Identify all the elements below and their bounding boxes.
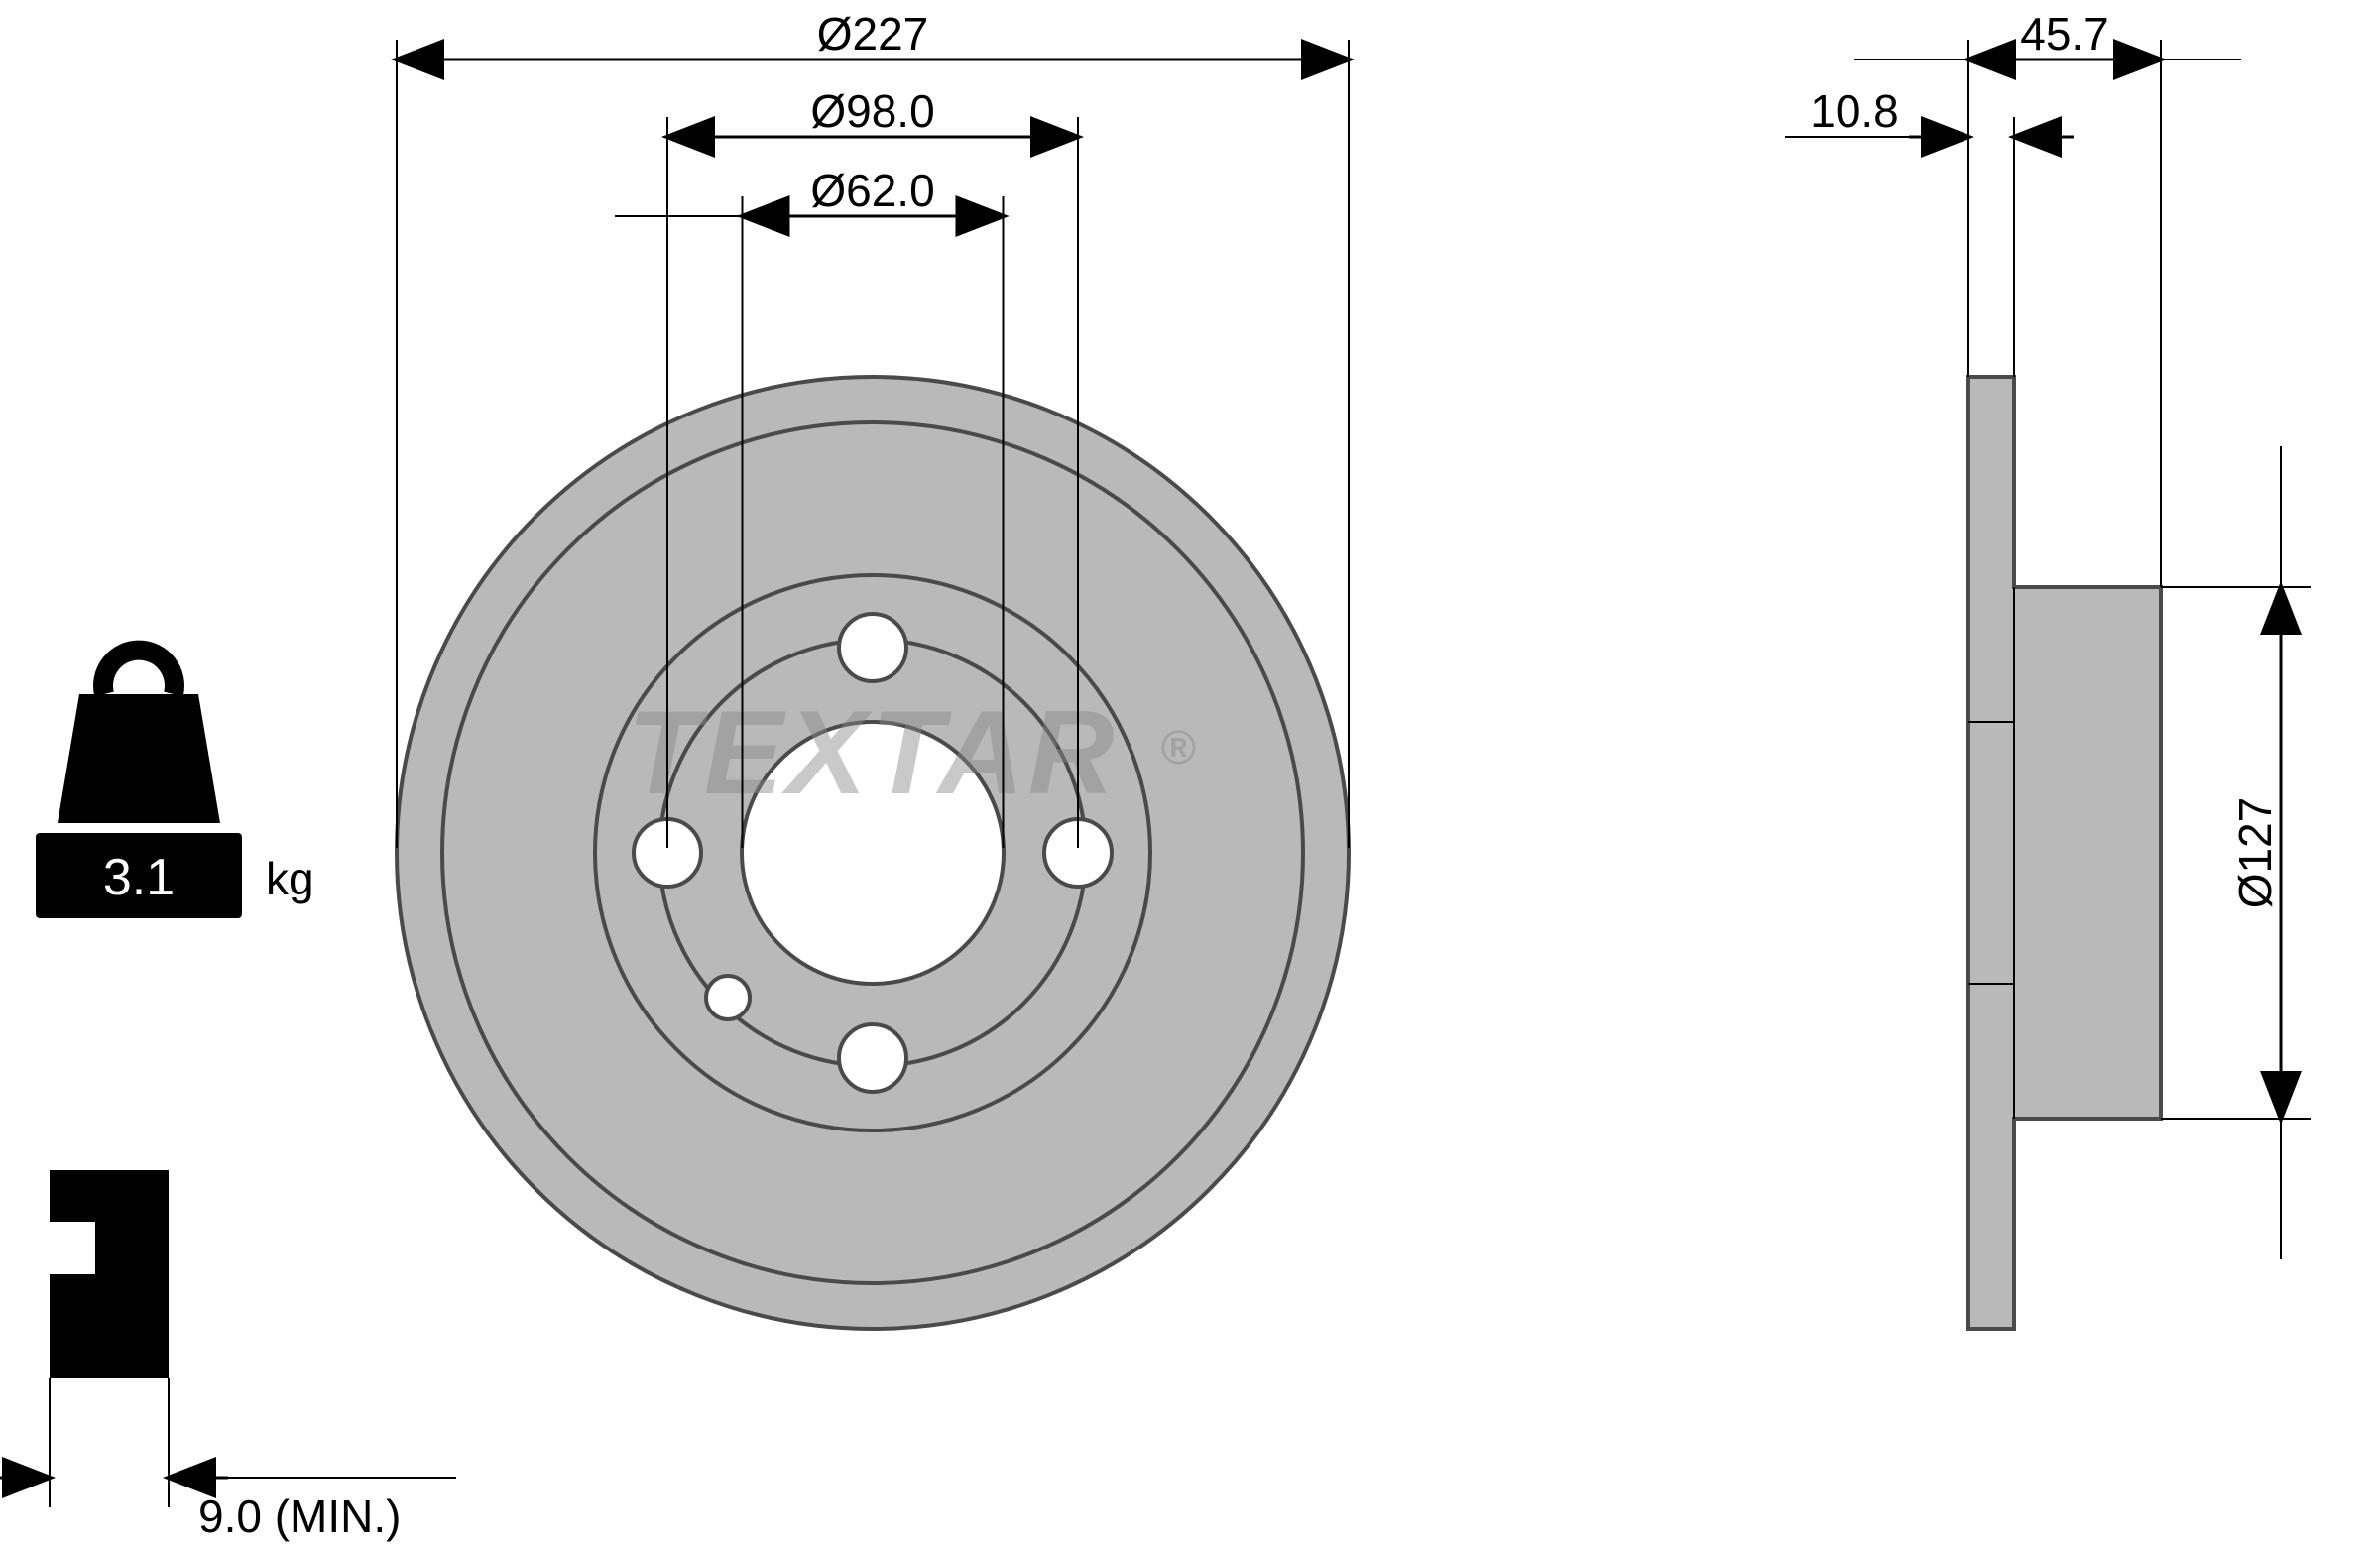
locator-hole <box>706 976 750 1019</box>
brand-watermark-r: ® <box>1160 722 1199 774</box>
min-thickness-indicator: 9.0 (MIN.) <box>0 1170 456 1542</box>
bolt-hole <box>839 1024 906 1092</box>
weight-value: 3.1 <box>103 849 175 906</box>
side-view <box>1968 377 2161 1329</box>
dim-overall-height: 45.7 <box>2020 8 2109 60</box>
technical-drawing: TEXTAR ® Ø227 Ø98.0 Ø62.0 <box>0 0 2380 1547</box>
weight-unit: kg <box>266 853 314 904</box>
dim-center-bore: Ø62.0 <box>810 165 934 216</box>
dim-disc-thickness: 10.8 <box>1810 85 1899 137</box>
front-view: TEXTAR ® <box>397 377 1349 1329</box>
min-thickness-label: 9.0 (MIN.) <box>198 1490 401 1542</box>
side-profile <box>1968 377 2161 1329</box>
dim-outer-diameter: Ø227 <box>817 8 929 60</box>
brand-watermark: TEXTAR <box>627 686 1118 819</box>
bolt-hole <box>839 614 906 681</box>
dim-hat-diameter: Ø127 <box>2229 797 2281 909</box>
dim-pcd: Ø98.0 <box>810 85 934 137</box>
weight-indicator: 3.1 kg <box>36 651 314 918</box>
